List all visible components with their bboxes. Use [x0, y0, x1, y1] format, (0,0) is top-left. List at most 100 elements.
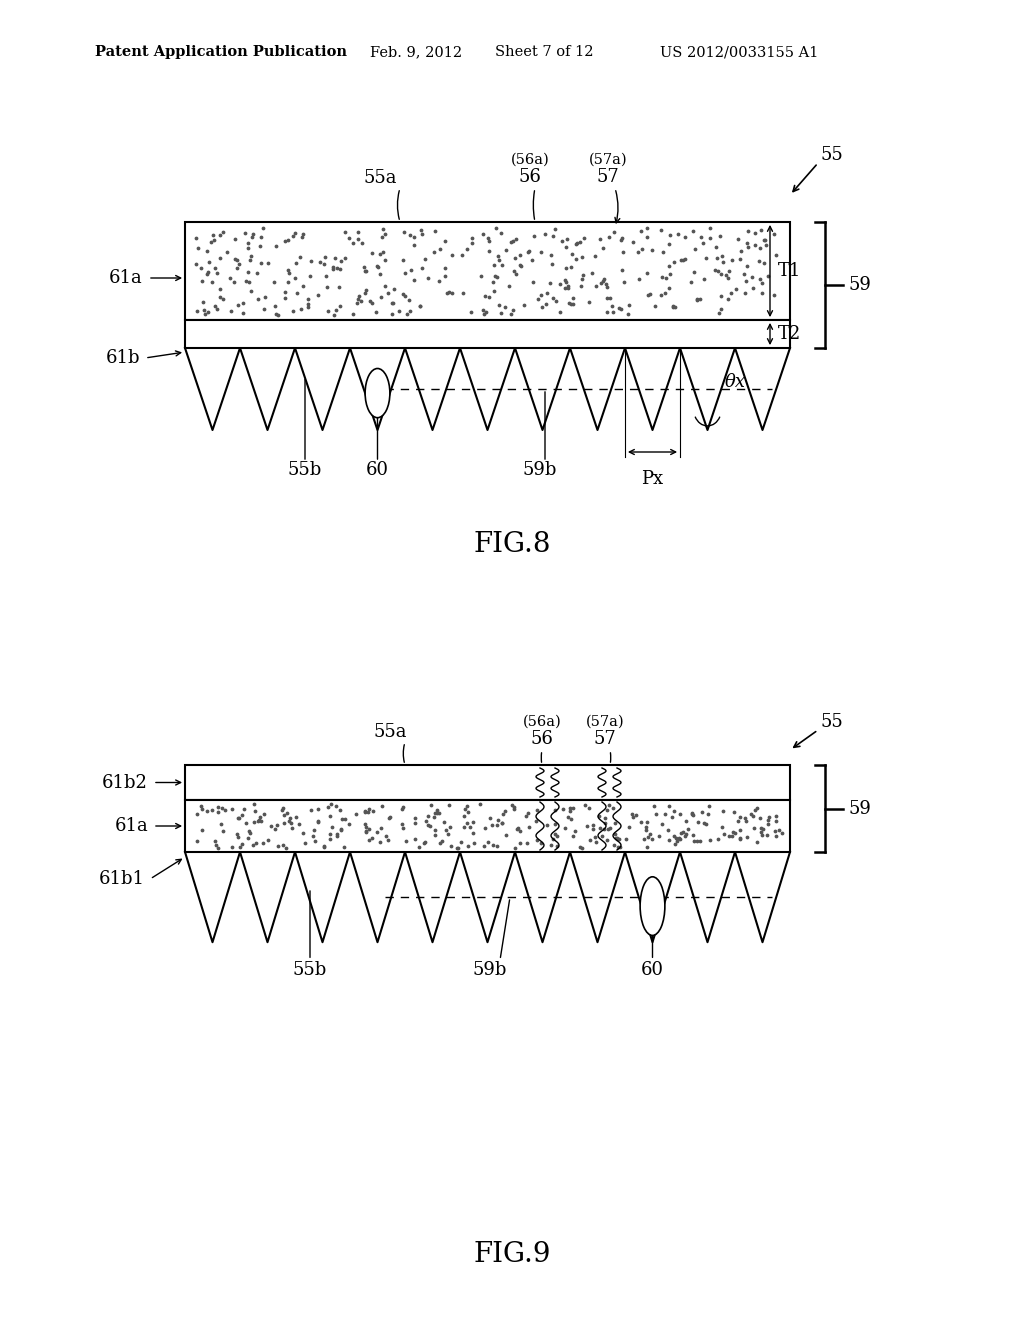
Point	[744, 805, 761, 826]
Point	[351, 286, 368, 308]
Point	[407, 269, 423, 290]
Point	[494, 812, 510, 833]
Point	[267, 235, 284, 256]
Point	[300, 296, 316, 317]
Text: US 2012/0033155 A1: US 2012/0033155 A1	[660, 45, 818, 59]
Point	[588, 832, 604, 853]
Point	[417, 248, 433, 269]
Point	[450, 837, 466, 858]
Point	[353, 232, 370, 253]
Point	[250, 810, 266, 832]
Point	[599, 301, 615, 322]
Point	[660, 829, 677, 850]
Point	[682, 271, 698, 292]
Point	[440, 281, 457, 302]
Point	[511, 244, 527, 265]
Point	[479, 832, 496, 853]
Point	[667, 297, 683, 318]
Point	[528, 830, 545, 851]
Point	[647, 803, 664, 824]
Point	[287, 222, 303, 243]
Point	[267, 296, 284, 317]
Point	[464, 227, 480, 248]
Point	[204, 272, 220, 293]
Point	[275, 797, 292, 818]
Point	[464, 232, 480, 253]
Point	[515, 294, 531, 315]
Point	[505, 231, 521, 252]
Point	[757, 230, 773, 251]
Point	[610, 297, 627, 318]
Point	[207, 257, 223, 279]
Point	[406, 234, 422, 255]
Point	[760, 807, 776, 828]
Point	[639, 263, 655, 284]
Point	[616, 272, 633, 293]
Point	[199, 240, 215, 261]
Point	[552, 302, 568, 323]
Point	[724, 825, 740, 846]
Point	[210, 801, 226, 822]
Point	[485, 280, 502, 301]
Point	[695, 268, 712, 289]
Point	[309, 812, 326, 833]
Point	[253, 227, 269, 248]
Point	[488, 267, 505, 288]
Point	[506, 260, 522, 281]
Point	[607, 813, 624, 834]
Point	[252, 807, 268, 828]
Point	[224, 799, 241, 820]
Point	[476, 286, 493, 308]
Point	[244, 227, 260, 248]
Point	[489, 836, 506, 857]
Point	[739, 236, 756, 257]
Point	[287, 268, 303, 289]
Point	[743, 267, 760, 288]
Point	[532, 833, 549, 854]
Point	[558, 271, 574, 292]
Point	[749, 832, 765, 853]
Point	[484, 272, 501, 293]
Point	[643, 829, 659, 850]
Point	[406, 227, 422, 248]
Point	[253, 252, 269, 273]
Point	[687, 239, 703, 260]
Point	[577, 795, 593, 816]
Ellipse shape	[640, 876, 665, 936]
Point	[508, 228, 524, 249]
Point	[238, 271, 254, 292]
Point	[610, 837, 627, 858]
Point	[677, 227, 693, 248]
Point	[398, 830, 415, 851]
Point	[547, 813, 563, 834]
Point	[746, 817, 763, 838]
Point	[666, 296, 682, 317]
Point	[490, 246, 507, 267]
Point	[420, 805, 436, 826]
Text: (57a): (57a)	[586, 715, 625, 729]
Point	[501, 276, 517, 297]
Point	[362, 290, 379, 312]
Point	[188, 300, 205, 321]
Point	[685, 825, 701, 846]
Point	[230, 807, 247, 828]
Point	[512, 255, 528, 276]
Point	[575, 228, 592, 249]
Point	[702, 829, 719, 850]
Point	[212, 286, 228, 308]
Point	[225, 272, 242, 293]
Point	[695, 812, 712, 833]
Point	[196, 300, 212, 321]
Point	[269, 814, 286, 836]
Point	[212, 814, 228, 836]
Point	[401, 224, 418, 246]
Point	[190, 238, 207, 259]
Point	[675, 249, 691, 271]
Point	[276, 230, 293, 251]
Point	[283, 812, 299, 833]
Point	[685, 220, 701, 242]
Point	[229, 824, 246, 845]
Point	[476, 836, 493, 857]
Point	[645, 795, 662, 816]
Point	[608, 828, 625, 849]
